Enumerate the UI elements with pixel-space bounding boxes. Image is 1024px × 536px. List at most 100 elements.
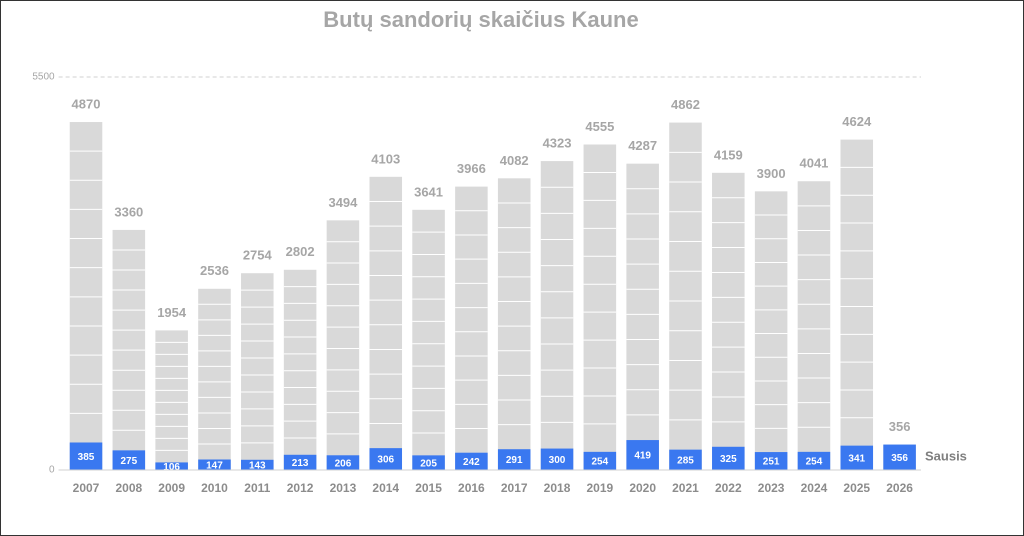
january-bar: [69, 442, 103, 470]
total-label: 3360: [114, 204, 143, 219]
total-bar: [712, 172, 745, 470]
x-tick-label: 2017: [501, 481, 528, 495]
y-tick-label: 5500: [32, 72, 55, 83]
total-bar: [155, 330, 188, 470]
total-label: 2802: [286, 244, 315, 259]
january-bar: [283, 454, 317, 470]
january-bar: [155, 462, 188, 470]
january-label: 147: [206, 460, 223, 471]
total-bar: [283, 269, 317, 470]
x-tick-label: 2007: [73, 481, 100, 495]
total-label: 2754: [243, 248, 273, 263]
january-bar: [754, 452, 788, 470]
x-tick-label: 2009: [158, 481, 185, 495]
january-bar: [840, 445, 874, 470]
january-label: 254: [806, 457, 823, 468]
x-tick-label: 2025: [843, 481, 870, 495]
january-label: 419: [634, 451, 651, 462]
total-label: 3966: [457, 161, 486, 176]
total-bar: [369, 176, 403, 470]
january-bar: [241, 459, 274, 470]
total-bar: [626, 163, 659, 470]
january-label: 206: [335, 458, 352, 469]
total-bar: [198, 288, 231, 470]
total-bar: [69, 122, 103, 471]
total-bar: [497, 178, 531, 470]
january-label: 205: [420, 458, 437, 469]
january-label: 306: [377, 455, 394, 466]
total-label: 4103: [371, 151, 400, 166]
january-label: 285: [677, 455, 694, 466]
y-tick-label: 0: [49, 465, 55, 476]
january-label: 291: [506, 455, 523, 466]
total-label: 4624: [842, 114, 872, 129]
x-tick-label: 2026: [886, 481, 913, 495]
january-label: 356: [891, 453, 908, 464]
total-label: 4159: [714, 147, 743, 162]
x-tick-label: 2023: [758, 481, 785, 495]
january-label: 106: [163, 462, 180, 473]
january-label: 242: [463, 457, 480, 468]
january-bar: [712, 446, 745, 470]
total-bar: [754, 191, 788, 470]
total-label: 4870: [72, 96, 101, 111]
january-bar: [497, 449, 531, 470]
january-bar: [583, 451, 617, 470]
january-bar: [669, 449, 702, 470]
total-label: 2536: [200, 263, 229, 278]
january-label: 275: [120, 456, 137, 467]
total-label: 4287: [628, 138, 657, 153]
january-label: 341: [848, 453, 865, 464]
x-tick-label: 2014: [372, 481, 399, 495]
x-tick-label: 2016: [458, 481, 485, 495]
january-bar: [112, 450, 146, 470]
x-tick-label: 2021: [672, 481, 699, 495]
x-tick-label: 2012: [287, 481, 314, 495]
x-tick-label: 2020: [629, 481, 656, 495]
total-label: 3900: [757, 166, 786, 181]
total-label: 4082: [500, 153, 529, 168]
total-label: 4041: [799, 156, 828, 171]
x-tick-label: 2015: [415, 481, 442, 495]
total-bar: [455, 186, 488, 470]
january-bar: [797, 451, 831, 470]
total-label: 3641: [414, 184, 443, 199]
total-bar: [241, 273, 274, 470]
january-label: 300: [549, 455, 566, 466]
january-bar: [198, 459, 231, 470]
total-bar: [326, 220, 360, 470]
january-bar: [369, 448, 403, 470]
total-bar: [540, 161, 574, 471]
january-bar: [540, 448, 574, 470]
january-label: 143: [249, 461, 266, 472]
x-tick-label: 2018: [544, 481, 571, 495]
x-tick-label: 2010: [201, 481, 228, 495]
total-label: 4323: [543, 136, 572, 151]
january-bar: [883, 444, 916, 470]
january-bar: [455, 452, 488, 470]
total-label: 4862: [671, 97, 700, 112]
january-label: 254: [592, 457, 609, 468]
x-tick-label: 2022: [715, 481, 742, 495]
january-label: 213: [292, 458, 309, 469]
x-tick-label: 2024: [801, 481, 828, 495]
total-bar: [840, 139, 874, 470]
x-tick-label: 2013: [330, 481, 357, 495]
january-label: 325: [720, 454, 737, 465]
total-label: 1954: [157, 305, 187, 320]
january-label: 251: [763, 457, 780, 468]
total-bar: [412, 209, 445, 471]
total-label: 4555: [585, 119, 614, 134]
january-bar: [412, 455, 445, 470]
january-bar: [326, 455, 360, 470]
january-bar: [626, 440, 659, 470]
x-tick-label: 2008: [115, 481, 142, 495]
x-tick-label: 2019: [586, 481, 613, 495]
total-label: 356: [889, 419, 911, 434]
january-label: 385: [78, 452, 95, 463]
total-bar: [583, 144, 617, 471]
chart-title: Butų sandorių skaičius Kaune: [323, 7, 638, 32]
total-label: 3494: [328, 195, 358, 210]
series-label: Sausis: [925, 449, 967, 464]
